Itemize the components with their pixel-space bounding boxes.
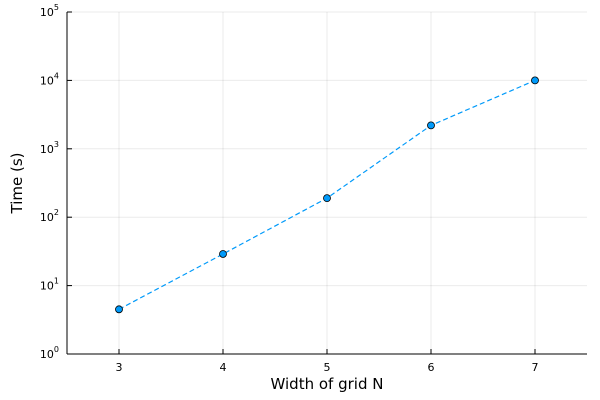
y-tick-base: 10 — [40, 74, 54, 87]
y-tick-exponent: 3 — [54, 140, 59, 149]
data-point — [531, 76, 539, 85]
x-axis-title: Width of grid N — [271, 375, 384, 393]
y-tick-label: 100 — [40, 345, 59, 361]
y-tick-base: 10 — [40, 143, 54, 156]
x-tick-label: 6 — [428, 361, 435, 374]
y-tick-label: 102 — [40, 208, 59, 224]
y-tick-exponent: 2 — [54, 208, 59, 217]
y-tick-label: 104 — [40, 71, 59, 87]
y-tick-exponent: 4 — [54, 71, 59, 80]
x-tick-label: 4 — [220, 361, 227, 374]
y-axis-title: Time (s) — [8, 153, 26, 215]
y-tick-exponent: 5 — [54, 3, 59, 12]
y-tick-label: 105 — [40, 3, 59, 19]
y-tick-base: 10 — [40, 348, 54, 361]
x-tick-label: 7 — [532, 361, 539, 374]
y-tick-exponent: 1 — [54, 277, 59, 286]
data-point — [219, 250, 227, 258]
data-point — [323, 194, 331, 203]
grid — [67, 11, 587, 355]
x-tick-label: 5 — [324, 361, 331, 374]
data-point — [427, 121, 435, 130]
data-point — [115, 305, 123, 314]
x-ticks: 3 4 5 6 7 — [116, 349, 539, 374]
y-tick-base: 10 — [40, 6, 54, 19]
y-tick-exponent: 0 — [54, 345, 59, 354]
y-tick-base: 10 — [40, 280, 54, 293]
y-tick-base: 10 — [40, 211, 54, 224]
x-tick-label: 3 — [116, 361, 123, 374]
y-tick-label: 103 — [40, 140, 59, 156]
y-tick-label: 101 — [40, 277, 59, 293]
series — [115, 76, 539, 314]
